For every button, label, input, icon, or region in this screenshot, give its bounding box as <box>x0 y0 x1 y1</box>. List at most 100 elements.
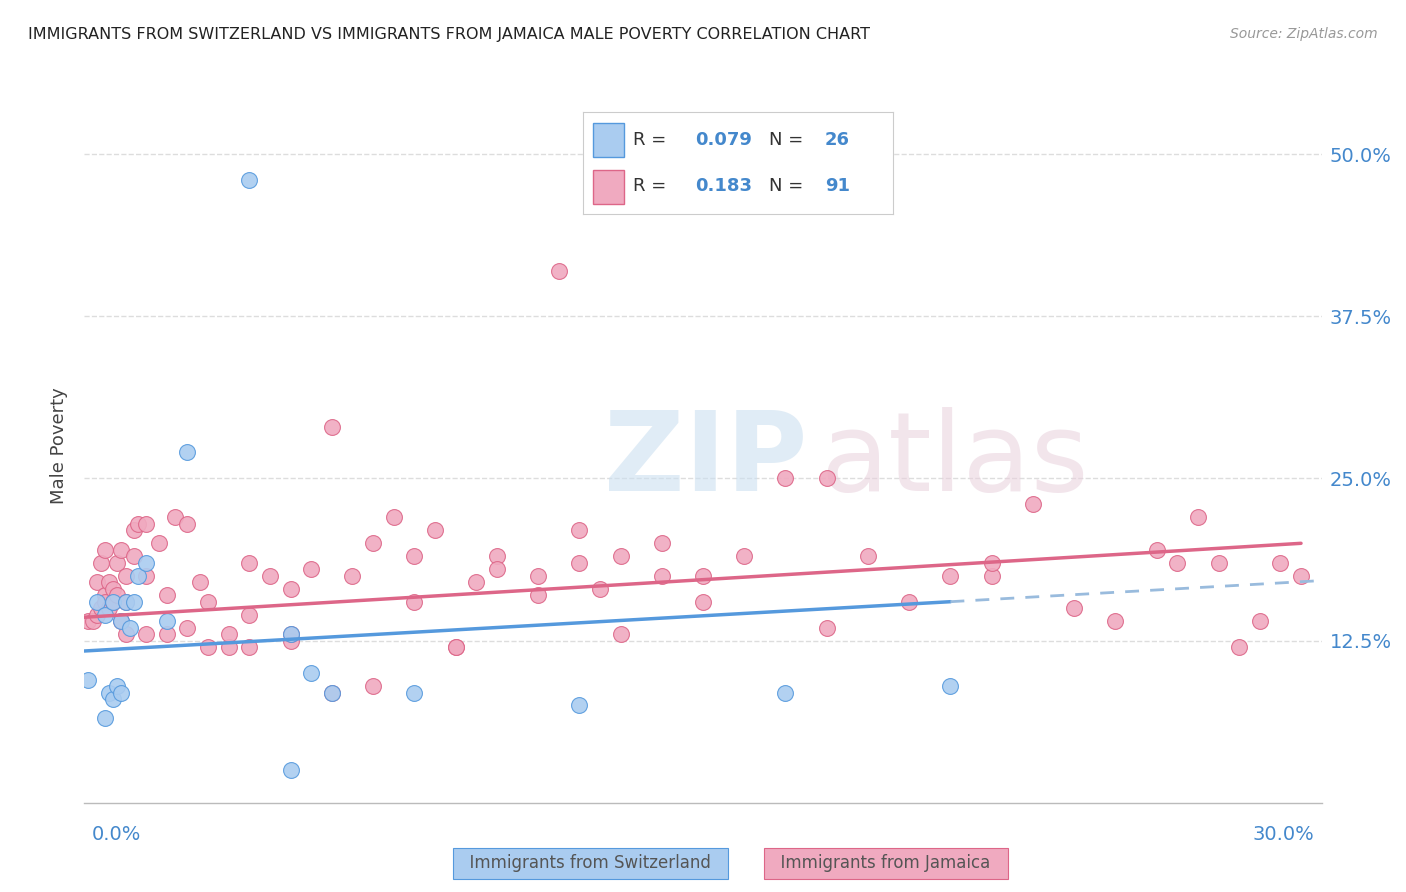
Point <box>94 711 117 725</box>
Point <box>527 568 550 582</box>
Text: 0.183: 0.183 <box>695 177 752 194</box>
Point <box>733 549 755 564</box>
Point <box>299 562 322 576</box>
Text: N =: N = <box>769 177 808 194</box>
Point <box>188 575 211 590</box>
Point <box>321 685 343 699</box>
Point <box>118 621 141 635</box>
Text: 0.079: 0.079 <box>695 131 752 149</box>
Point <box>176 621 198 635</box>
Point <box>86 575 108 590</box>
Point <box>114 627 136 641</box>
Text: 26: 26 <box>825 131 849 149</box>
Point <box>692 595 714 609</box>
Point <box>444 640 467 654</box>
Text: ZIP: ZIP <box>605 407 807 514</box>
Point <box>485 562 508 576</box>
Point <box>238 640 260 654</box>
Point <box>135 556 157 570</box>
Point <box>547 264 569 278</box>
Point <box>775 685 797 699</box>
FancyBboxPatch shape <box>593 170 624 204</box>
Text: 30.0%: 30.0% <box>1253 824 1315 844</box>
Point <box>361 679 384 693</box>
Point <box>135 627 157 641</box>
Point <box>939 679 962 693</box>
Point <box>485 549 508 564</box>
Point <box>94 542 117 557</box>
Point <box>148 536 170 550</box>
Point <box>939 568 962 582</box>
Point <box>382 510 405 524</box>
Point <box>122 549 145 564</box>
Point <box>114 595 136 609</box>
Point <box>280 627 302 641</box>
Point <box>105 679 128 693</box>
Point <box>114 595 136 609</box>
Point <box>90 556 112 570</box>
Point <box>589 582 612 596</box>
Point <box>898 595 921 609</box>
Point <box>280 627 302 641</box>
Point <box>321 685 343 699</box>
Point <box>197 595 219 609</box>
FancyBboxPatch shape <box>593 123 624 157</box>
Point <box>815 471 838 485</box>
Point <box>90 601 112 615</box>
Point <box>1208 556 1230 570</box>
Point <box>404 595 426 609</box>
Text: R =: R = <box>633 131 672 149</box>
Point <box>110 614 132 628</box>
Point <box>259 568 281 582</box>
Point <box>238 607 260 622</box>
Point <box>568 524 591 538</box>
Point <box>98 575 121 590</box>
Point <box>156 614 179 628</box>
Point <box>103 595 125 609</box>
Point <box>127 516 149 531</box>
Point <box>98 601 121 615</box>
Text: IMMIGRANTS FROM SWITZERLAND VS IMMIGRANTS FROM JAMAICA MALE POVERTY CORRELATION : IMMIGRANTS FROM SWITZERLAND VS IMMIGRANT… <box>28 27 870 42</box>
Point <box>980 556 1002 570</box>
Text: N =: N = <box>769 131 808 149</box>
Point <box>127 568 149 582</box>
Point <box>110 542 132 557</box>
Point <box>980 568 1002 582</box>
Point <box>609 627 631 641</box>
Point <box>815 621 838 635</box>
Point <box>444 640 467 654</box>
Y-axis label: Male Poverty: Male Poverty <box>51 388 69 504</box>
Point <box>86 607 108 622</box>
Text: 0.0%: 0.0% <box>91 824 141 844</box>
Point <box>197 640 219 654</box>
Point <box>238 173 260 187</box>
Point <box>280 633 302 648</box>
Point <box>110 685 132 699</box>
Point <box>238 556 260 570</box>
Point <box>94 595 117 609</box>
Point <box>176 516 198 531</box>
Point <box>465 575 488 590</box>
Point <box>94 588 117 602</box>
Point <box>135 516 157 531</box>
Point <box>423 524 446 538</box>
Point <box>1022 497 1045 511</box>
Text: 91: 91 <box>825 177 849 194</box>
Point <box>77 614 100 628</box>
Point <box>86 595 108 609</box>
Point <box>609 549 631 564</box>
Point <box>1187 510 1209 524</box>
Point <box>404 685 426 699</box>
Point <box>94 607 117 622</box>
Point <box>156 627 179 641</box>
Point <box>156 588 179 602</box>
Point <box>103 595 125 609</box>
Point <box>1270 556 1292 570</box>
Point <box>98 685 121 699</box>
Point <box>122 595 145 609</box>
Point <box>527 588 550 602</box>
Point <box>299 666 322 681</box>
Point <box>1227 640 1250 654</box>
Point <box>1104 614 1126 628</box>
Point <box>176 445 198 459</box>
